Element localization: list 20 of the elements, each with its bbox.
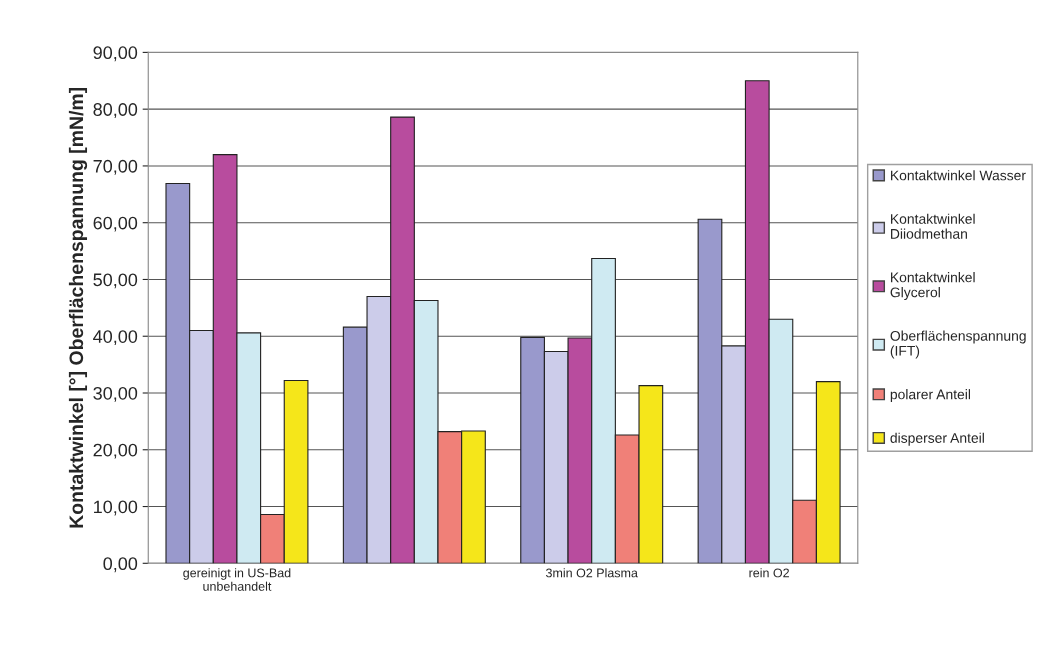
y-tick-label: 60,00 xyxy=(93,216,138,232)
y-tick-label: 0,00 xyxy=(103,557,138,573)
x-tick-label: rein O2 xyxy=(749,568,789,578)
y-tick-label: 50,00 xyxy=(93,273,138,289)
y-tick-label: 90,00 xyxy=(93,46,138,62)
legend-label: Oberflächenspannung (IFT) xyxy=(890,330,1026,359)
y-tick-label: 10,00 xyxy=(94,500,138,516)
y-tick-label: 30,00 xyxy=(93,386,138,402)
y-tick-label: 70,00 xyxy=(93,159,138,175)
y-tick-label: 80,00 xyxy=(93,103,138,119)
x-tick-label: gereinigt in US-Bad unbehandelt xyxy=(183,568,291,591)
legend-label: Kontaktwinkel Wasser xyxy=(891,170,1026,181)
x-tick-label: 3min O2 Plasma xyxy=(546,568,638,578)
legend-label: Kontaktwinkel Diiodmethan xyxy=(891,213,975,239)
y-tick-label: 20,00 xyxy=(93,443,138,459)
y-tick-label: 40,00 xyxy=(93,330,138,346)
legend-label: polarer Anteil xyxy=(890,389,971,403)
y-axis-title: Kontaktwinkel [°] Oberflächenspannung [mN/m] xyxy=(68,87,88,528)
legend-label: disperser Anteil xyxy=(890,432,984,446)
legend-label: Kontaktwinkel Glycerol xyxy=(890,272,975,301)
